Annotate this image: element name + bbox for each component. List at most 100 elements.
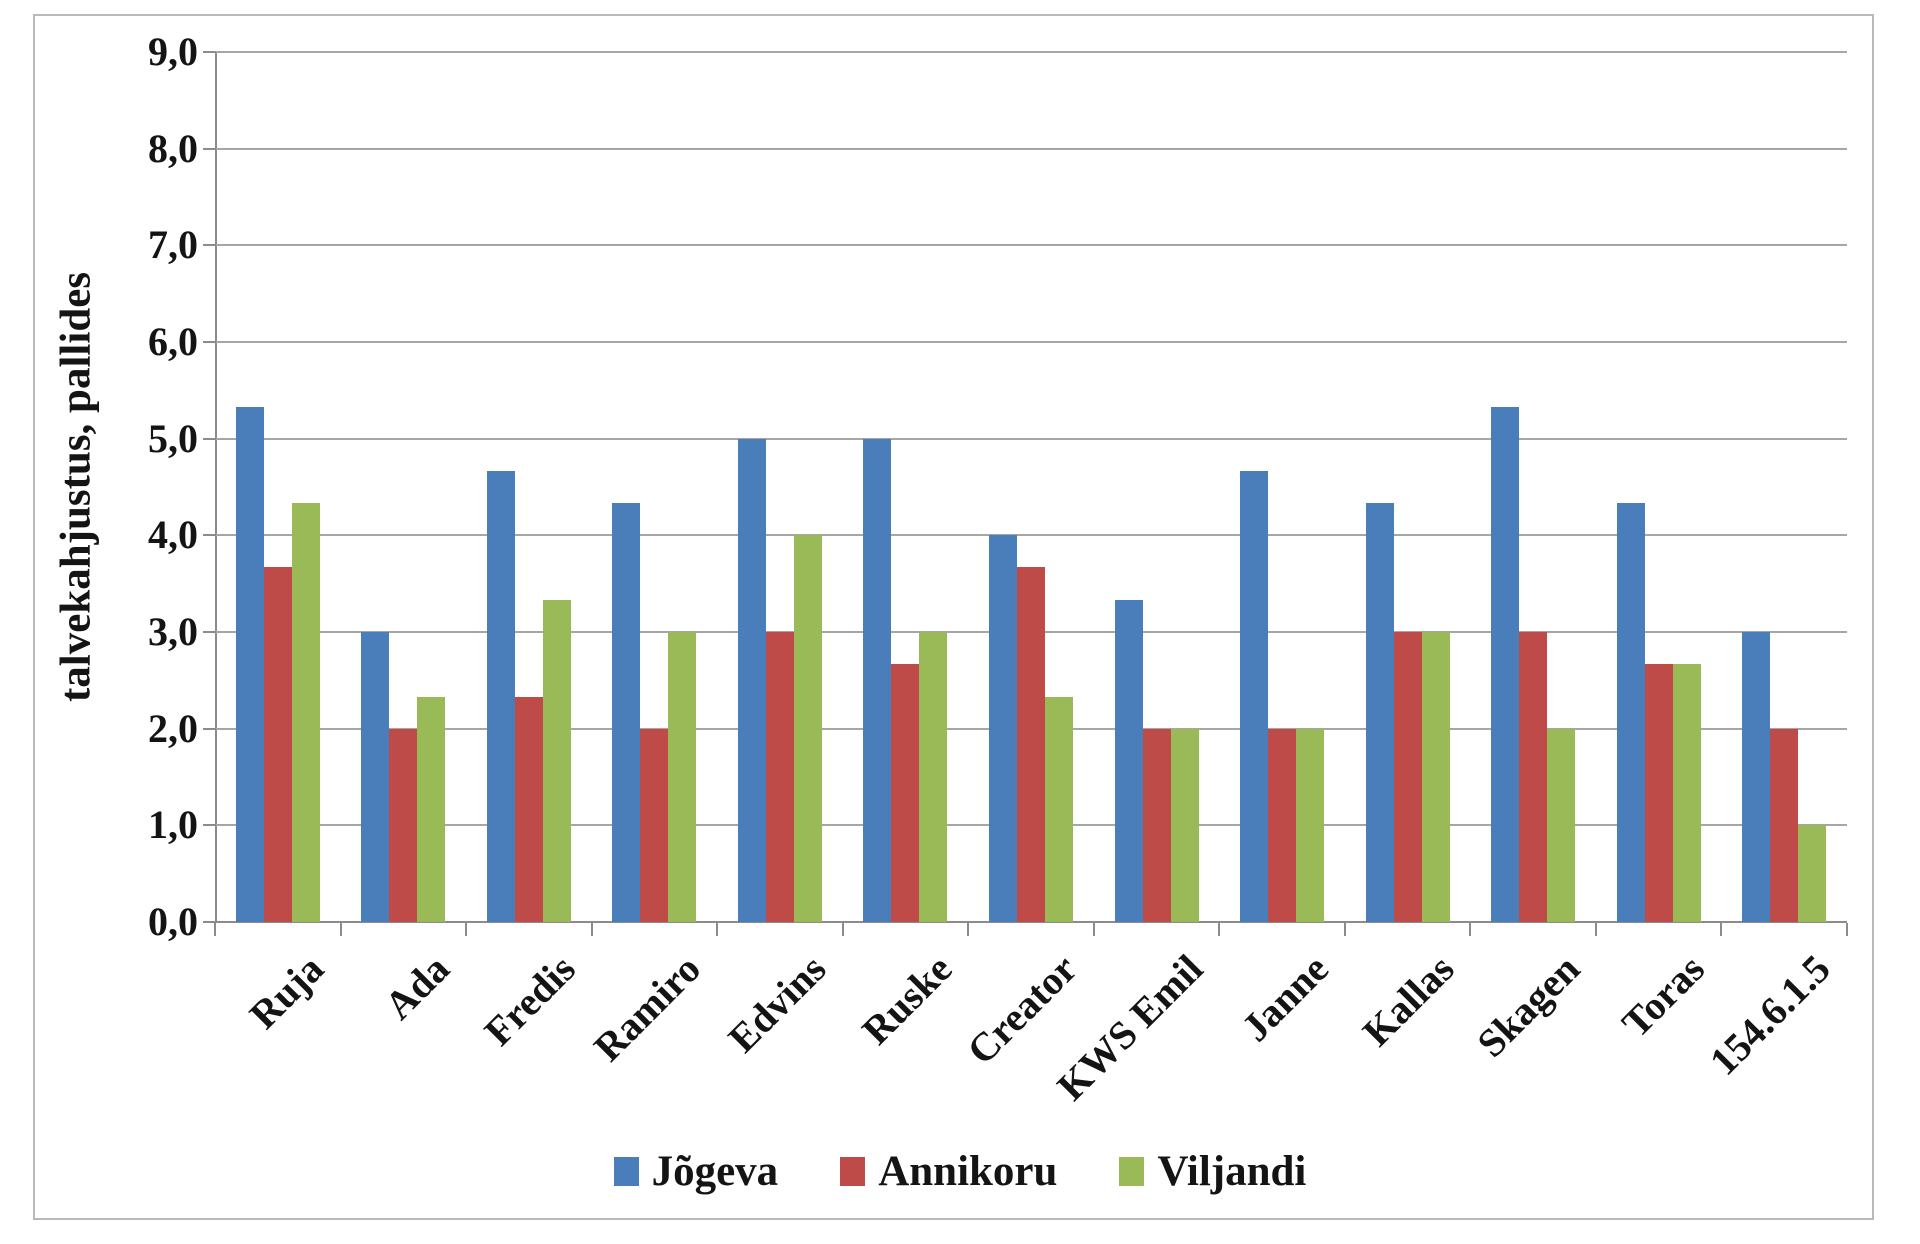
bar-group-Ramiro bbox=[592, 52, 718, 922]
x-tick-mark-11 bbox=[1594, 923, 1597, 936]
y-tick-mark-3 bbox=[203, 631, 216, 633]
bar-Viljandi-KWS Emil bbox=[1170, 728, 1199, 922]
y-tick-label: 7,0 bbox=[148, 222, 198, 268]
bar-Jõgeva-Edvins bbox=[737, 438, 766, 922]
bar-Annikoru-Edvins bbox=[765, 632, 794, 922]
y-axis-line bbox=[215, 52, 217, 922]
y-tick-label: 3,0 bbox=[148, 609, 198, 654]
legend: Jõgeva Annikoru Viljandi bbox=[0, 1150, 1920, 1193]
bar-Jõgeva-154.6.1.5 bbox=[1742, 632, 1771, 922]
bar-group-Toras bbox=[1596, 52, 1722, 922]
legend-label-Viljandi: Viljandi bbox=[1157, 1148, 1307, 1195]
x-axis-line bbox=[215, 921, 1847, 923]
legend-label-Jõgeva: Jõgeva bbox=[651, 1148, 779, 1195]
bar-Viljandi-Ruske bbox=[919, 632, 948, 922]
bar-group-Ruja bbox=[215, 52, 341, 922]
bar-Annikoru-154.6.1.5 bbox=[1770, 728, 1799, 922]
legend-swatch-Viljandi bbox=[1119, 1157, 1145, 1186]
x-tick-mark-10 bbox=[1469, 923, 1472, 936]
bar-group-KWS Emil bbox=[1094, 52, 1220, 922]
bar-Viljandi-Toras bbox=[1672, 663, 1701, 922]
x-tick-mark-3 bbox=[590, 923, 593, 936]
x-tick-mark-1 bbox=[339, 923, 342, 936]
bar-group-Creator bbox=[968, 52, 1094, 922]
bar-Annikoru-Ada bbox=[389, 728, 418, 922]
legend-item-Jõgeva: Jõgeva bbox=[613, 1148, 779, 1195]
y-tick-label: 2,0 bbox=[148, 705, 198, 751]
y-tick-label: 6,0 bbox=[148, 319, 198, 364]
bar-Jõgeva-Kallas bbox=[1365, 503, 1394, 922]
y-tick-label: 4,0 bbox=[148, 512, 198, 558]
x-tick-mark-8 bbox=[1218, 923, 1221, 936]
x-tick-mark-5 bbox=[841, 923, 844, 936]
gridline-6 bbox=[215, 341, 1847, 343]
gridline-9 bbox=[215, 51, 1847, 53]
y-tick-mark-8 bbox=[203, 147, 216, 150]
bar-Jõgeva-Ramiro bbox=[612, 503, 641, 922]
bar-group-Kallas bbox=[1345, 52, 1471, 922]
bar-Viljandi-Janne bbox=[1296, 728, 1325, 922]
bar-Viljandi-Skagen bbox=[1547, 728, 1576, 922]
figure-border bbox=[33, 14, 1874, 1220]
bar-group-154.6.1.5 bbox=[1721, 52, 1847, 922]
bar-Viljandi-Ruja bbox=[291, 503, 320, 922]
x-tick-mark-0 bbox=[214, 923, 216, 936]
bar-Jõgeva-Ada bbox=[361, 632, 390, 922]
bar-group-Ada bbox=[341, 52, 467, 922]
x-tick-mark-2 bbox=[465, 923, 468, 936]
bar-Annikoru-Toras bbox=[1644, 663, 1673, 922]
y-tick-mark-5 bbox=[203, 437, 216, 440]
bar-Annikoru-Ruske bbox=[891, 663, 920, 922]
legend-item-Annikoru: Annikoru bbox=[840, 1150, 1057, 1193]
bar-Jõgeva-Ruja bbox=[235, 406, 264, 922]
bar-Annikoru-Janne bbox=[1268, 728, 1297, 922]
bar-Annikoru-Ruja bbox=[263, 567, 292, 922]
bar-Viljandi-Fredis bbox=[542, 600, 571, 922]
bar-Jõgeva-Creator bbox=[988, 535, 1017, 922]
y-tick-label: 8,0 bbox=[148, 125, 198, 171]
bar-Annikoru-Skagen bbox=[1519, 632, 1548, 922]
bar-Viljandi-154.6.1.5 bbox=[1798, 825, 1827, 922]
gridline-5 bbox=[215, 437, 1847, 440]
x-tick-mark-4 bbox=[716, 923, 719, 936]
bar-Jõgeva-Skagen bbox=[1491, 406, 1520, 922]
y-tick-mark-2 bbox=[203, 727, 216, 730]
bar-Viljandi-Edvins bbox=[793, 535, 822, 922]
x-tick-mark-6 bbox=[967, 923, 970, 936]
bar-Viljandi-Kallas bbox=[1421, 632, 1450, 922]
bar-group-Janne bbox=[1219, 52, 1345, 922]
x-tick-mark-12 bbox=[1720, 923, 1723, 936]
y-tick-mark-0 bbox=[203, 921, 216, 923]
legend-swatch-Jõgeva bbox=[613, 1157, 639, 1186]
bar-Viljandi-Ramiro bbox=[668, 632, 697, 922]
x-tick-mark-9 bbox=[1343, 923, 1346, 936]
x-tick-mark-7 bbox=[1092, 923, 1095, 936]
y-tick-mark-4 bbox=[203, 534, 216, 537]
legend-swatch-Annikoru bbox=[840, 1157, 866, 1186]
y-tick-mark-6 bbox=[203, 341, 216, 343]
bar-Annikoru-Kallas bbox=[1393, 632, 1422, 922]
bar-Jõgeva-Janne bbox=[1240, 470, 1269, 922]
bar-Viljandi-Creator bbox=[1044, 696, 1073, 922]
bar-Viljandi-Ada bbox=[417, 696, 446, 922]
y-tick-label: 0,0 bbox=[148, 899, 198, 944]
gridline-8 bbox=[215, 147, 1847, 150]
x-tick-mark-13 bbox=[1846, 923, 1848, 936]
gridline-4 bbox=[215, 534, 1847, 537]
y-tick-label: 1,0 bbox=[148, 802, 198, 848]
bar-group-Edvins bbox=[717, 52, 843, 922]
legend-label-Annikoru: Annikoru bbox=[878, 1148, 1058, 1195]
y-axis-title: talvekahjustus, pallides bbox=[52, 271, 100, 703]
y-tick-mark-7 bbox=[203, 244, 216, 247]
y-tick-label: 9,0 bbox=[148, 29, 198, 74]
y-tick-label: 5,0 bbox=[148, 415, 198, 461]
legend-item-Viljandi: Viljandi bbox=[1119, 1150, 1306, 1193]
bar-Annikoru-KWS Emil bbox=[1142, 728, 1171, 922]
bar-Annikoru-Fredis bbox=[514, 696, 543, 922]
bar-group-Ruske bbox=[843, 52, 969, 922]
bar-Jõgeva-Ruske bbox=[863, 438, 892, 922]
bar-Jõgeva-KWS Emil bbox=[1114, 600, 1143, 922]
bar-Annikoru-Creator bbox=[1016, 567, 1045, 922]
bar-group-Skagen bbox=[1470, 52, 1596, 922]
